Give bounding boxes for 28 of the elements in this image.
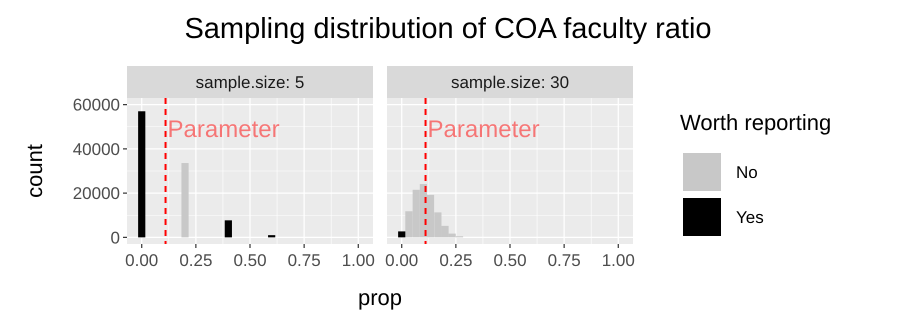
y-tick-label: 20000 xyxy=(72,184,120,204)
y-axis-title: count xyxy=(22,144,47,198)
x-tick-label: 0.50 xyxy=(493,251,527,270)
legend-label: Yes xyxy=(736,208,764,227)
text: Sampling distribution of COA faculty ratio xyxy=(184,13,712,45)
bar xyxy=(224,220,232,238)
legend-title: Worth reporting xyxy=(680,110,832,135)
x-tick-label: 0.25 xyxy=(179,251,212,270)
x-axis-title: prop xyxy=(358,285,402,310)
bar xyxy=(138,111,146,238)
x-tick-label: 1.00 xyxy=(602,251,635,270)
x-tick-label: 0.25 xyxy=(439,251,472,270)
x-tick-label: 0.75 xyxy=(288,251,321,270)
chart-subtitle: sample.size: 30 xyxy=(450,73,570,92)
x-tick-label: 1.00 xyxy=(342,251,375,270)
legend-label: No xyxy=(736,163,758,182)
bar xyxy=(181,163,189,238)
x-tick-label: 0.00 xyxy=(385,251,418,270)
y-tick-label: 0 xyxy=(110,228,120,248)
y-tick-label: 60000 xyxy=(72,96,120,115)
chart-subtitle: sample.size: 5 xyxy=(196,73,304,92)
y-tick-label: 40000 xyxy=(72,140,120,159)
ref-line-label: Parameter xyxy=(428,116,540,143)
bar xyxy=(398,231,406,238)
x-tick-label: 0.50 xyxy=(233,251,267,270)
ref-line-label: Parameter xyxy=(168,116,280,143)
x-tick-label: 0.75 xyxy=(548,251,581,270)
x-tick-label: 0.00 xyxy=(125,251,158,270)
